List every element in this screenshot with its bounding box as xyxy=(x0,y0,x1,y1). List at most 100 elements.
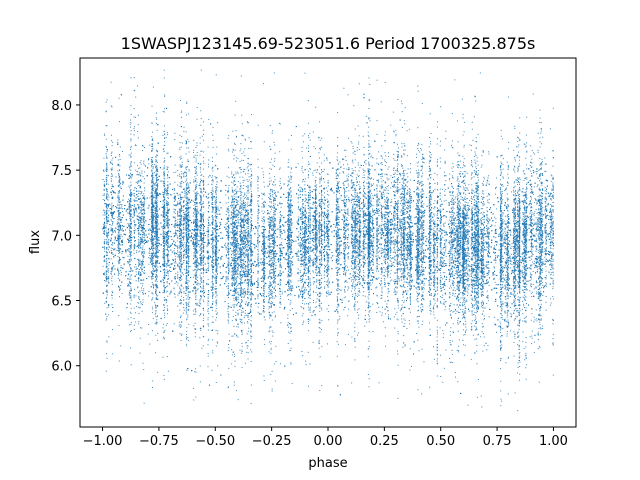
data-point xyxy=(155,216,157,218)
data-point xyxy=(545,208,547,209)
data-point xyxy=(246,253,248,255)
data-point xyxy=(155,312,157,314)
data-point xyxy=(179,200,181,202)
data-point xyxy=(452,186,454,188)
data-point xyxy=(394,259,396,261)
data-point xyxy=(475,167,477,169)
data-point xyxy=(416,252,418,254)
data-point xyxy=(326,275,328,277)
data-point xyxy=(402,203,404,205)
data-point xyxy=(501,196,503,198)
data-point xyxy=(246,333,248,335)
data-point xyxy=(157,182,159,184)
data-point xyxy=(367,261,369,263)
data-point xyxy=(409,229,411,231)
data-point xyxy=(288,209,290,211)
data-point xyxy=(390,175,392,177)
data-point xyxy=(393,167,395,169)
data-point xyxy=(452,162,454,164)
data-point xyxy=(247,289,249,291)
data-point xyxy=(228,291,230,293)
data-point xyxy=(378,211,380,213)
data-point xyxy=(155,305,157,307)
data-point xyxy=(107,183,109,185)
data-point xyxy=(246,273,248,275)
data-point xyxy=(459,263,461,265)
data-point xyxy=(215,237,217,239)
data-point xyxy=(540,261,542,263)
data-point xyxy=(274,224,276,226)
data-point xyxy=(507,325,509,327)
data-point xyxy=(545,209,547,211)
data-point xyxy=(106,208,108,210)
data-point xyxy=(507,393,509,395)
data-point xyxy=(403,187,405,189)
data-point xyxy=(155,321,157,323)
data-point xyxy=(368,304,370,306)
data-point xyxy=(389,257,391,259)
data-point xyxy=(273,258,275,260)
data-point xyxy=(231,176,233,178)
data-point xyxy=(390,255,392,257)
data-point xyxy=(448,269,450,271)
data-point xyxy=(231,171,233,173)
data-point xyxy=(241,245,243,247)
data-point xyxy=(470,238,472,240)
data-point xyxy=(155,169,157,171)
data-point xyxy=(181,266,183,268)
data-point xyxy=(510,231,512,233)
data-point xyxy=(507,326,509,328)
data-point xyxy=(403,283,405,285)
data-point xyxy=(193,313,195,315)
data-point xyxy=(227,167,229,169)
data-point xyxy=(541,264,543,266)
data-point xyxy=(257,222,259,224)
data-point xyxy=(155,293,157,295)
data-point xyxy=(257,175,259,177)
data-point xyxy=(475,302,477,304)
data-point xyxy=(290,249,292,251)
data-point xyxy=(200,276,202,278)
data-point xyxy=(242,262,244,264)
data-point xyxy=(540,264,542,266)
data-point xyxy=(404,178,406,180)
data-point xyxy=(393,168,395,170)
data-point xyxy=(393,190,395,192)
data-point xyxy=(156,169,158,171)
data-point xyxy=(402,271,404,273)
data-point xyxy=(401,234,403,236)
data-point xyxy=(230,250,232,252)
data-point xyxy=(511,243,513,245)
data-point xyxy=(540,280,542,282)
data-point xyxy=(486,264,488,266)
data-point xyxy=(464,201,466,203)
data-point xyxy=(475,266,477,268)
data-point xyxy=(541,270,543,272)
data-point xyxy=(430,223,432,225)
data-point xyxy=(201,256,203,258)
data-point xyxy=(108,268,110,270)
data-point xyxy=(402,294,404,296)
data-point xyxy=(215,232,217,234)
data-point xyxy=(460,234,462,236)
data-point xyxy=(143,273,145,275)
data-point xyxy=(257,244,259,246)
data-point xyxy=(540,199,542,201)
data-point xyxy=(397,177,399,179)
data-point xyxy=(216,221,218,223)
data-point xyxy=(274,258,276,260)
data-point xyxy=(418,223,420,225)
data-point xyxy=(257,289,259,291)
data-point xyxy=(257,213,259,215)
data-point xyxy=(155,208,157,210)
data-point xyxy=(404,267,406,269)
data-point xyxy=(519,292,521,294)
data-point xyxy=(519,140,521,141)
data-point xyxy=(288,181,290,183)
data-point xyxy=(397,251,399,253)
data-point xyxy=(215,277,217,279)
data-point xyxy=(354,308,356,310)
data-point xyxy=(448,259,450,261)
data-point xyxy=(241,334,243,336)
data-point xyxy=(368,286,370,288)
